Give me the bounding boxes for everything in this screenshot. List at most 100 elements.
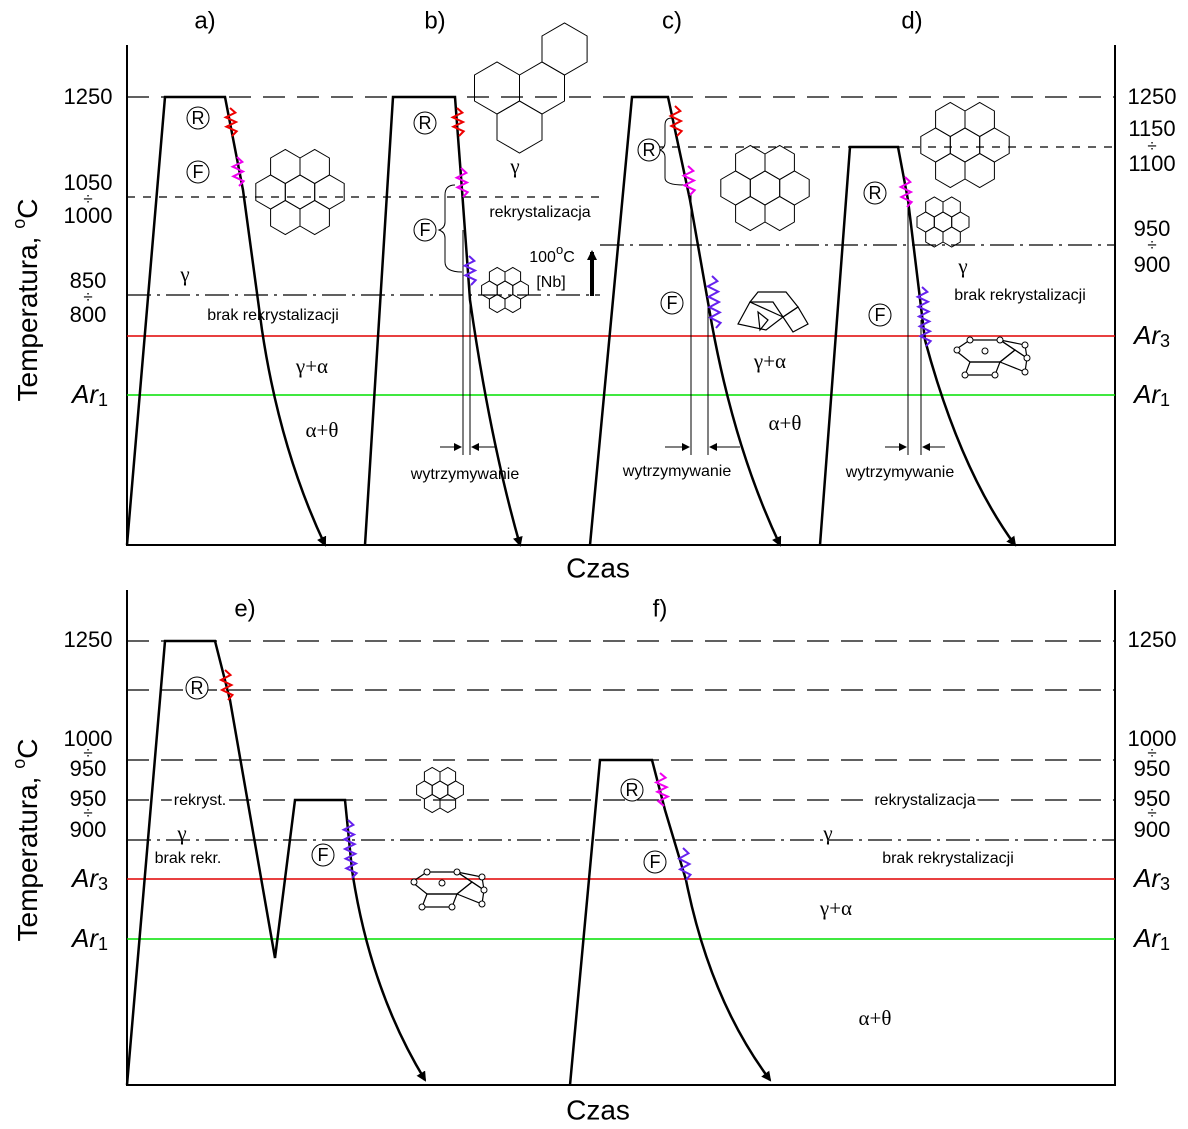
precipitate [411,879,417,885]
marker-letter: F [318,845,329,865]
axis-label: 1000 [64,203,113,228]
deformed-grains [954,337,1030,378]
grain [300,150,329,184]
deformation-zigzag [708,276,721,328]
bottom-profiles [127,641,770,1085]
grain [505,295,521,313]
marker-letter: R [191,678,204,698]
ar-label: Ar1 [1132,379,1170,410]
grain [505,268,521,286]
grain [271,201,300,235]
grain [285,175,314,209]
ar-label: Ar3 [1132,863,1170,894]
deformation-zigzag [918,287,931,346]
precipitate [479,874,485,880]
grain [440,768,456,786]
marker-letter: R [643,140,656,160]
grain [965,103,994,137]
marker-letter: R [626,780,639,800]
axis-label: 800 [70,302,107,327]
marker-letter: R [419,113,432,133]
annotation: brak rekr. [155,850,222,867]
annotation: wytrzymywanie [410,466,520,483]
ar-sub: 1 [1160,390,1170,410]
grain [475,62,520,114]
precipitate [992,372,998,378]
panel-label: a) [194,7,215,34]
precipitate [967,337,973,343]
precipitate [982,348,988,354]
precipitate [481,887,487,893]
annotation: γ [957,254,967,278]
precipitate [479,901,485,907]
grain [765,197,794,231]
annotation: brak rekrystalizacji [954,287,1086,304]
axis-label: 900 [1134,817,1171,842]
grain [943,227,960,247]
nb-shift-value: 100 [529,249,556,266]
ar-sub: 1 [98,390,108,410]
nb-shift-sup: o [556,242,563,257]
x-title: Czas [566,552,630,583]
ar-text: Ar [1132,923,1161,953]
precipitate [419,904,425,910]
grain [780,171,810,205]
precipitate [997,337,1003,343]
axis-label: 1250 [1128,84,1177,109]
grain [497,101,542,153]
annotation: γ+α [295,354,328,378]
axis-label: 1250 [64,84,113,109]
annotation: α+θ [859,1006,892,1030]
annotation: α+θ [769,411,802,435]
marker-letter: F [667,293,678,313]
grain [943,197,960,217]
grain [300,201,329,235]
nb-shift: 100oC [529,242,575,266]
y-title-sup: o [9,219,29,229]
pancaked-grains [738,292,808,332]
axis-label: 1250 [1128,627,1177,652]
precipitate [449,904,455,910]
panel-label: d) [901,7,922,34]
deformed-grain [1000,350,1027,372]
panel-label: c) [662,7,682,34]
precipitate [962,372,968,378]
ar-text: Ar [70,923,99,953]
nb-shift-unit: C [563,249,575,266]
deformed-grain [783,307,808,332]
annotation: rekrystalizacja [874,792,975,809]
grain [424,768,440,786]
deformed-grain [457,882,484,904]
ar-label: Ar3 [70,863,108,894]
precipitate [424,869,430,875]
annotation: brak rekrystalizacji [207,307,339,324]
grain [921,128,951,162]
bottom-texts: e) f) Temperatura, oC 1250 1000 ÷ 950 95… [9,595,1177,1125]
ar-label: Ar1 [70,923,108,954]
grain [950,128,979,162]
ar-sub: 3 [98,874,108,894]
diagram: a) b) c) d) Temperatura, oC 1250 1050 ÷ … [0,0,1188,1129]
grain [936,154,965,188]
axis-label: 900 [70,817,107,842]
precipitate [1024,355,1030,361]
ar-text: Ar [70,863,99,893]
axis-label: 1250 [64,627,113,652]
marker-letter: F [420,220,431,240]
ar-sub: 3 [1160,331,1170,351]
ar-label: Ar1 [70,379,108,410]
y-title: Temperatura, oC [9,739,44,942]
grain [736,197,765,231]
annotation: γ [176,821,186,845]
grain [750,171,779,205]
precipitate [1022,369,1028,375]
annotation: γ [822,821,832,845]
grain [721,171,751,205]
annotation: [Nb] [536,274,565,291]
precipitate [1022,342,1028,348]
grain [271,150,300,184]
grain [489,268,505,286]
panel-label: e) [234,595,255,622]
annotation: rekryst. [174,792,226,809]
ar-sub: 1 [98,934,108,954]
